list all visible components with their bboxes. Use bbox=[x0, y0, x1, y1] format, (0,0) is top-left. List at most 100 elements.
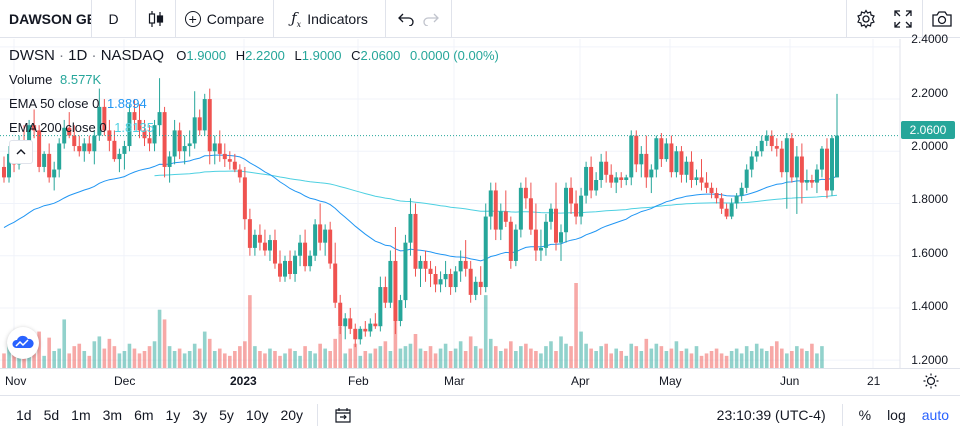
volume-bar bbox=[37, 331, 41, 368]
candle bbox=[318, 203, 323, 251]
candle bbox=[232, 153, 237, 173]
range-3m[interactable]: 3m bbox=[102, 407, 123, 423]
range-5y[interactable]: 5y bbox=[219, 407, 234, 423]
volume-bar bbox=[549, 341, 553, 368]
volume-bar bbox=[664, 351, 669, 368]
log-toggle[interactable]: log bbox=[887, 407, 906, 423]
range-1m[interactable]: 1m bbox=[71, 407, 91, 423]
symbol-legend: DWSN · 1D · NASDAQ O1.9000 H2.2200 L1.90… bbox=[9, 47, 505, 64]
volume-bar bbox=[7, 343, 11, 368]
volume-bar bbox=[724, 355, 729, 368]
candle bbox=[237, 164, 242, 183]
candle bbox=[2, 156, 6, 183]
volume-bar bbox=[182, 353, 187, 368]
range-5d[interactable]: 5d bbox=[43, 407, 60, 423]
chart-type-button[interactable] bbox=[136, 0, 176, 38]
candle bbox=[724, 203, 729, 220]
clock[interactable]: 23:10:39 (UTC-4) bbox=[716, 407, 826, 423]
candle-body bbox=[262, 242, 267, 251]
compare-button[interactable]: + Compare bbox=[176, 0, 274, 38]
range-1d[interactable]: 1d bbox=[16, 407, 32, 423]
chevron-up-icon bbox=[16, 149, 26, 155]
time-label: Nov bbox=[5, 374, 27, 388]
candle-body bbox=[548, 208, 553, 222]
candle bbox=[804, 169, 809, 191]
volume-legend[interactable]: Volume 8.577K bbox=[9, 72, 101, 87]
candle bbox=[293, 250, 298, 282]
volume-bar bbox=[423, 351, 428, 368]
range-10y[interactable]: 10y bbox=[245, 407, 269, 423]
volume-bar bbox=[478, 348, 483, 368]
candle-body bbox=[177, 130, 182, 152]
time-label: Dec bbox=[114, 374, 136, 388]
time-label: Feb bbox=[348, 374, 369, 388]
candle-body bbox=[784, 138, 789, 173]
close-label: C bbox=[351, 48, 361, 63]
symbol-search[interactable]: DAWSON GE bbox=[0, 0, 92, 38]
range-6m[interactable]: 6m bbox=[134, 407, 154, 423]
auto-toggle[interactable]: auto bbox=[921, 407, 949, 423]
candle-body bbox=[619, 177, 624, 180]
candle-body bbox=[714, 193, 719, 199]
volume-bar bbox=[393, 319, 398, 368]
candle-body bbox=[52, 169, 57, 178]
candle-body bbox=[564, 187, 569, 233]
range-20y[interactable]: 20y bbox=[280, 407, 304, 423]
top-toolbar: DAWSON GE D + Compare ƒx Indicators bbox=[0, 0, 960, 38]
candle bbox=[538, 229, 543, 261]
volume-bar bbox=[127, 343, 132, 368]
volume-label: Volume bbox=[9, 72, 53, 87]
volume-bar bbox=[283, 353, 287, 368]
candle bbox=[599, 153, 604, 188]
candle-body bbox=[749, 156, 754, 170]
volume-bar bbox=[473, 346, 478, 368]
redo-icon[interactable] bbox=[423, 12, 439, 26]
ema200-legend[interactable]: EMA 200 close 0 1.8135 bbox=[9, 120, 154, 135]
volume-bar bbox=[774, 341, 779, 368]
undo-icon[interactable] bbox=[398, 12, 414, 26]
candle-body bbox=[604, 161, 609, 175]
range-3y[interactable]: 3y bbox=[192, 407, 208, 423]
candle-body bbox=[32, 125, 37, 131]
candle-body bbox=[579, 195, 584, 217]
settings-button[interactable] bbox=[846, 0, 884, 38]
goto-date-icon[interactable] bbox=[334, 407, 352, 423]
candle bbox=[127, 104, 132, 152]
candle bbox=[207, 88, 212, 165]
candle-body bbox=[137, 119, 142, 131]
snapshot-button[interactable] bbox=[922, 0, 960, 38]
candle bbox=[373, 313, 378, 329]
candle bbox=[438, 271, 443, 293]
tradingview-logo[interactable] bbox=[7, 327, 39, 359]
volume-bar bbox=[785, 353, 789, 368]
range-1y[interactable]: 1y bbox=[165, 407, 181, 423]
fullscreen-button[interactable] bbox=[884, 0, 922, 38]
time-axis[interactable]: Nov Dec 2023 Feb Mar Apr May Jun 21 bbox=[0, 368, 960, 395]
ema50-label: EMA 50 close 0 bbox=[9, 96, 100, 111]
volume-bar bbox=[212, 351, 217, 368]
volume-bar bbox=[574, 283, 578, 368]
volume-bar bbox=[147, 346, 152, 368]
ema50-legend[interactable]: EMA 50 close 0 1.8894 bbox=[9, 96, 147, 111]
interval-button[interactable]: D bbox=[92, 0, 136, 38]
chart-canvas[interactable] bbox=[0, 39, 960, 368]
time-label: Jun bbox=[780, 374, 800, 388]
candle bbox=[689, 151, 694, 188]
candle-body bbox=[609, 174, 614, 183]
high-value: 2.2200 bbox=[245, 48, 285, 63]
percent-toggle[interactable]: % bbox=[858, 407, 872, 423]
indicators-button[interactable]: ƒx Indicators bbox=[274, 0, 386, 38]
collapse-legend-button[interactable] bbox=[9, 140, 33, 164]
volume-bar bbox=[604, 343, 608, 368]
candle-body bbox=[443, 274, 448, 280]
candles-icon bbox=[148, 10, 163, 27]
range-buttons: 1d 5d 1m 3m 6m 1y 3y 5y 10y 20y bbox=[0, 407, 309, 423]
candle bbox=[639, 146, 644, 178]
sun-icon[interactable] bbox=[923, 373, 939, 389]
candle bbox=[298, 234, 303, 267]
candle bbox=[192, 91, 197, 149]
candle-body bbox=[57, 143, 62, 170]
volume-bar bbox=[358, 355, 363, 368]
candle bbox=[654, 135, 659, 178]
candle-body bbox=[398, 300, 403, 321]
